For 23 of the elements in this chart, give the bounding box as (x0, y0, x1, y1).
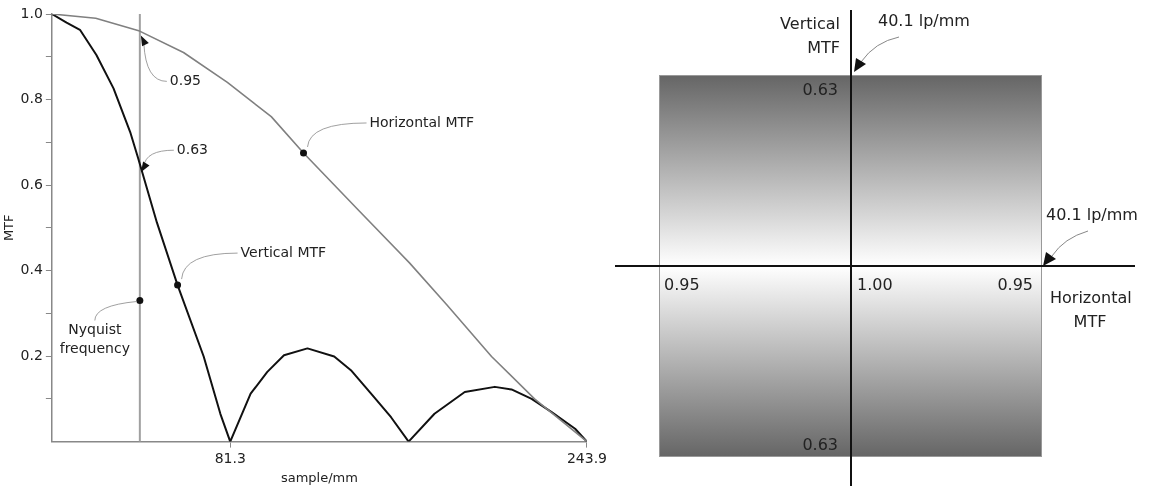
text: Vertical MTF (779, 13, 840, 59)
annotation: Horizontal MTF (369, 113, 475, 130)
y-tick-label: 1.0 (20, 4, 43, 21)
text: 0.95 (996, 275, 1033, 294)
text: 1.00 (857, 275, 893, 294)
x-tick-label: 243.9 (566, 449, 608, 466)
annotation: 0.63 (176, 140, 209, 157)
annotation: 0.95 (169, 72, 202, 89)
text: 0.95 (664, 275, 700, 294)
x-tick-label: 81.3 (214, 449, 246, 466)
text: 0.63 (801, 80, 838, 99)
ref-line-label: Nyquist frequency (59, 321, 130, 357)
text: 40.1 lp/mm (1046, 205, 1138, 224)
y-axis-title: MTF (1, 214, 17, 242)
y-tick-label: 0.8 (20, 90, 43, 107)
annotation: Vertical MTF (240, 243, 327, 260)
text: Horizontal MTF (1050, 287, 1132, 333)
y-tick-label: 0.2 (20, 346, 43, 363)
text: 40.1 lp/mm (878, 11, 970, 30)
text: 0.63 (801, 435, 838, 454)
y-tick-label: 0.4 (20, 261, 43, 278)
y-tick-label: 0.6 (20, 175, 43, 192)
x-axis-title: sample/mm (280, 469, 358, 485)
